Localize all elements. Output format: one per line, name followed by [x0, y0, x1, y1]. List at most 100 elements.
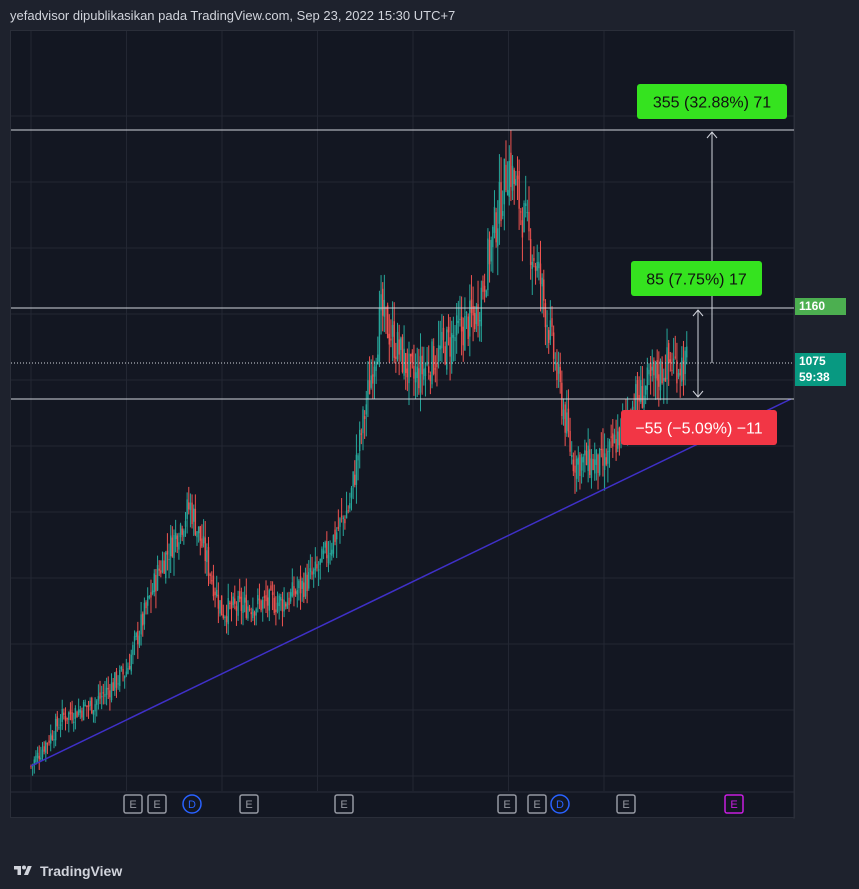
candle-body: [112, 682, 114, 691]
candle-body: [176, 535, 178, 547]
candle-body: [455, 315, 458, 336]
candle-body: [572, 459, 575, 472]
candle-body: [77, 709, 80, 715]
candle-body: [140, 614, 142, 635]
candle-body: [266, 597, 269, 606]
tradingview-logo-icon: [14, 865, 32, 875]
candle-body: [398, 339, 400, 355]
candle-body: [684, 350, 686, 375]
candle-body: [380, 294, 382, 311]
earnings-icon[interactable]: [239, 794, 259, 814]
candle-body: [615, 438, 617, 453]
candle-body: [181, 528, 183, 535]
candle-body: [283, 599, 285, 612]
candle-body: [344, 519, 346, 524]
target-label-big[interactable]: 355 (32.88%) 71: [653, 95, 771, 112]
candle-body: [505, 164, 507, 191]
candle-body: [260, 600, 262, 611]
candle-body: [594, 459, 596, 474]
earnings-symbol: E: [730, 799, 737, 811]
candle-body: [61, 709, 63, 722]
candle-body: [327, 555, 330, 564]
candle-body: [58, 727, 60, 729]
candle-body: [478, 320, 481, 322]
candle-body: [169, 535, 172, 557]
earnings-symbol: E: [129, 799, 136, 811]
trendline[interactable]: [30, 398, 792, 767]
target-label-small[interactable]: 85 (7.75%) 17: [646, 272, 747, 289]
candle-body: [110, 682, 113, 701]
candle-body: [664, 377, 667, 382]
candle-body: [493, 206, 496, 233]
tradingview-brand[interactable]: TradingView: [12, 861, 122, 881]
candle-body: [613, 434, 616, 444]
candle-body: [247, 606, 249, 619]
candle-body: [605, 457, 607, 465]
stop-label[interactable]: −55 (−5.09%) −11: [635, 421, 762, 438]
earnings-icon[interactable]: [724, 794, 744, 814]
candle-body: [658, 374, 660, 387]
target-label-big-box[interactable]: [637, 84, 787, 119]
candle-body: [523, 203, 525, 233]
candle-body: [459, 318, 461, 321]
candle-body: [571, 455, 573, 458]
candle-body: [510, 152, 512, 187]
candle-body: [66, 717, 68, 720]
candle-body: [686, 346, 688, 358]
current-price-label: 1075: [799, 354, 826, 368]
candle-body: [273, 597, 275, 613]
candle-body: [201, 538, 203, 547]
candle-body: [280, 597, 282, 601]
candle-body: [35, 755, 37, 763]
candle-body: [654, 363, 657, 379]
earnings-icon[interactable]: [123, 794, 143, 814]
candle-body: [447, 326, 450, 333]
candle-body: [488, 239, 491, 265]
candle-body: [43, 746, 45, 752]
candle-body: [63, 712, 65, 716]
candle-body: [551, 318, 553, 327]
candle-body: [682, 360, 685, 381]
candle-body: [465, 312, 468, 314]
candle-body: [470, 299, 473, 313]
candle-body: [222, 614, 224, 618]
candle-body: [332, 534, 335, 554]
candle-body: [400, 338, 402, 351]
candle-body: [64, 715, 67, 722]
candle-body: [483, 285, 486, 292]
earnings-icon[interactable]: [616, 794, 636, 814]
candle-body: [610, 436, 612, 438]
candle-body: [304, 572, 307, 597]
candle-body: [480, 287, 483, 327]
candle-body: [350, 487, 353, 498]
earnings-icon[interactable]: [147, 794, 167, 814]
dividend-icon[interactable]: [182, 794, 202, 814]
earnings-icon[interactable]: [334, 794, 354, 814]
chart-area[interactable]: 355 (32.88%) 71 85 (7.75%) 17 −55 (−5.09%)…: [10, 30, 796, 819]
candle-body: [574, 465, 576, 473]
candle-body: [409, 354, 412, 357]
candle-body: [482, 280, 484, 292]
candle-body: [229, 602, 231, 605]
earnings-icon[interactable]: [497, 794, 517, 814]
candle-body: [73, 721, 75, 723]
price-chart[interactable]: 355 (32.88%) 71 85 (7.75%) 17 −55 (−5.09%)…: [11, 31, 796, 819]
candle-body: [270, 585, 272, 591]
candle-body: [135, 632, 137, 637]
stop-label-box[interactable]: [621, 410, 777, 445]
candle-body: [286, 602, 289, 609]
candle-body: [396, 332, 399, 360]
dividend-icon[interactable]: [550, 794, 570, 814]
candle-body: [130, 654, 132, 672]
candle-body: [566, 412, 568, 434]
candle-body: [281, 599, 284, 612]
candle-body: [288, 597, 290, 606]
candle-body: [225, 616, 228, 623]
earnings-icon[interactable]: [527, 794, 547, 814]
candle-body: [148, 596, 151, 598]
candle-body: [607, 450, 609, 464]
target-label-small-box[interactable]: [631, 261, 762, 296]
candle-body: [449, 337, 451, 357]
candle-body: [191, 502, 193, 525]
candle-body: [289, 592, 292, 602]
